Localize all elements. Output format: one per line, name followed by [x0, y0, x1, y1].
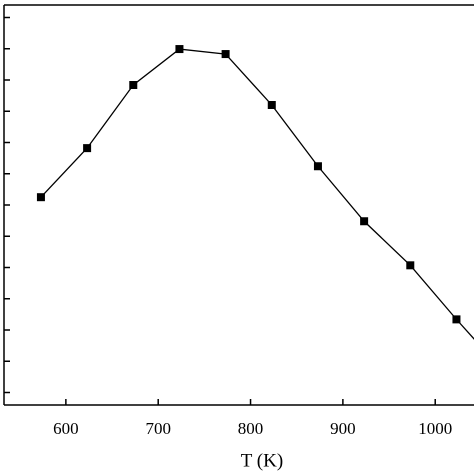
- x-axis-label: T (K): [241, 450, 283, 471]
- plot-area: [36, 45, 474, 340]
- point-marker: [452, 315, 461, 324]
- point-marker: [175, 45, 184, 54]
- series-line: [40, 48, 474, 340]
- point-marker: [36, 193, 45, 202]
- point-marker: [406, 261, 415, 270]
- point-marker: [221, 50, 230, 59]
- point-marker: [267, 101, 276, 109]
- x-tick-label: 600: [53, 419, 79, 438]
- x-tick-label: 800: [238, 419, 264, 438]
- point-marker: [360, 217, 369, 226]
- x-tick-label: 700: [145, 419, 171, 438]
- point-marker: [313, 162, 322, 171]
- point-marker: [129, 81, 138, 89]
- point-marker: [83, 144, 92, 153]
- x-tick-label: 900: [330, 419, 356, 438]
- x-tick-label: 1000: [418, 419, 452, 438]
